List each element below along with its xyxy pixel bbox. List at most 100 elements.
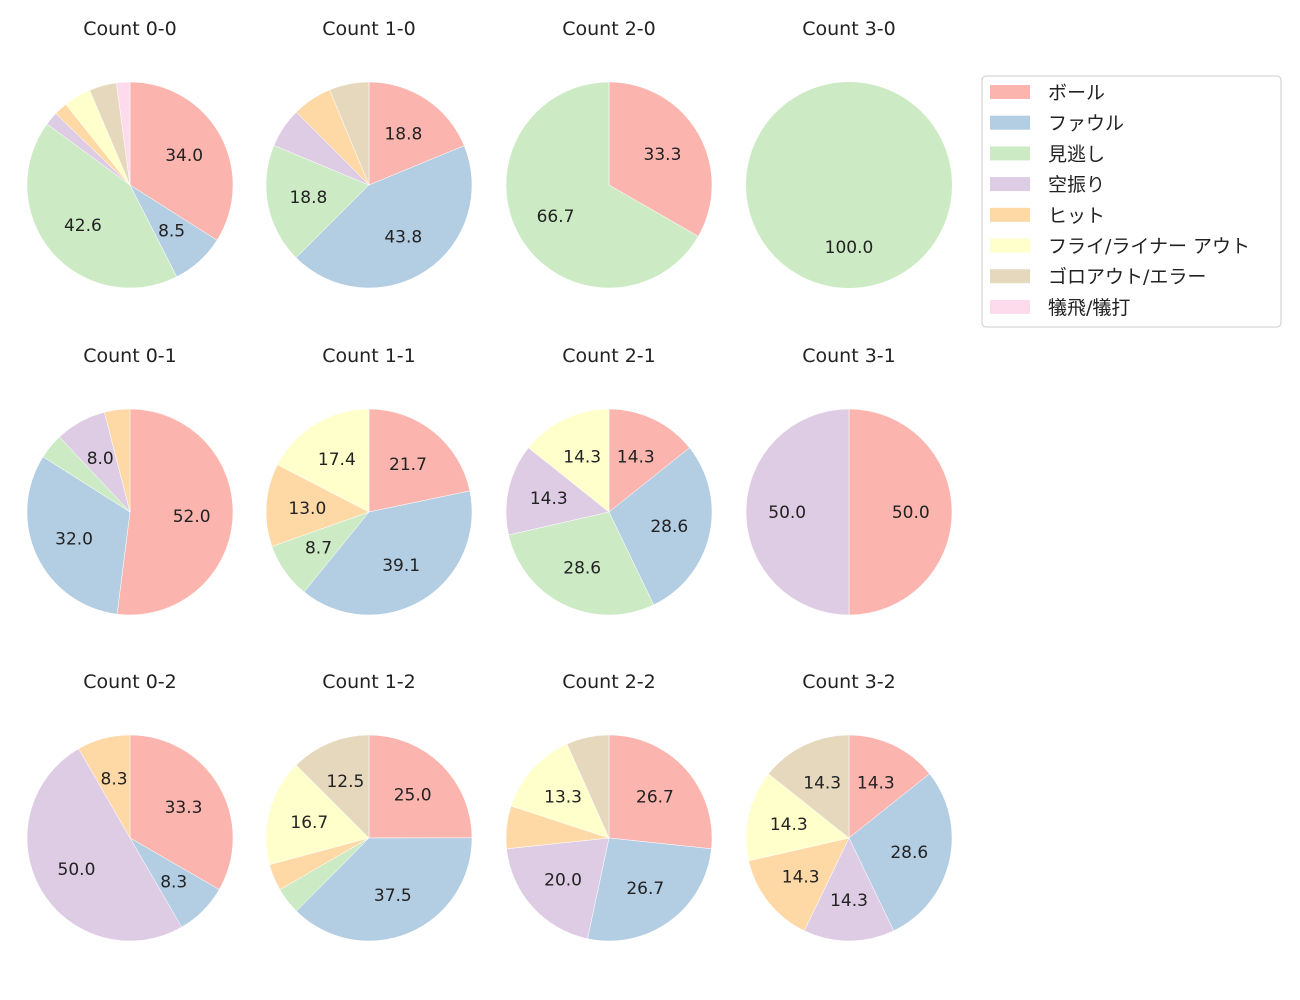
pie-slice [505, 447, 610, 536]
pie-chart: Count 0-0 34.0 8.5 42.6 [26, 18, 234, 289]
pie-slice [768, 734, 850, 839]
legend-frame [981, 75, 1282, 328]
legend-entry: フライ/ライナー アウト [1048, 236, 1250, 258]
pie-slice [368, 408, 471, 513]
slice-label: 52.0 [173, 507, 211, 527]
pie-slice [745, 773, 850, 862]
pie-slice [510, 743, 610, 839]
pie-slice [265, 145, 370, 259]
legend-entry: 見逃し [1048, 143, 1105, 165]
pie-chart: Count 1-0 18.8 43.8 18.8 [265, 18, 473, 289]
pie-slice [116, 81, 131, 186]
pie-slice [296, 837, 473, 942]
slice-label: 34.0 [165, 146, 203, 166]
slice-label: 13.0 [288, 499, 326, 519]
pie-slice [329, 81, 370, 186]
legend-entry: 犠飛/犠打 [1048, 297, 1130, 319]
slice-label: 14.3 [770, 815, 808, 835]
slice-label: 28.6 [650, 517, 688, 537]
legend-swatch [990, 207, 1030, 222]
pie-slice [746, 82, 952, 288]
slice-label: 14.3 [830, 891, 868, 911]
slice-label: 50.0 [892, 503, 930, 523]
slice-label: 14.3 [617, 447, 655, 467]
pie-slice [295, 145, 473, 289]
pie-title: Count 1-1 [322, 345, 416, 367]
pie-chart: Count 3-1 50.0 50.0 [745, 345, 953, 616]
pie-slice [368, 734, 473, 839]
slice-label: 50.0 [58, 860, 96, 880]
slice-label: 33.3 [644, 145, 682, 165]
slice-label: 8.5 [158, 222, 185, 242]
slice-label: 14.3 [803, 773, 841, 793]
pie-slice [608, 734, 713, 850]
slice-label: 39.1 [382, 556, 420, 576]
legend-swatch [990, 269, 1030, 284]
legend-swatch [990, 238, 1030, 253]
slice-label: 32.0 [55, 529, 93, 549]
pie-slice [26, 456, 131, 615]
pie-chart: Count 0-1 52.0 32.0 8.0 [26, 345, 234, 616]
pie-slice [265, 464, 370, 547]
pie-slice [528, 408, 610, 513]
pie-slice [368, 81, 465, 186]
pie-title: Count 0-1 [83, 345, 177, 367]
slice-label: 28.6 [890, 843, 928, 863]
slice-label: 14.3 [530, 489, 568, 509]
slice-label: 43.8 [384, 227, 422, 247]
pie-title: Count 3-2 [802, 671, 896, 693]
pie-slice [608, 81, 713, 237]
pie-slice [277, 408, 370, 513]
pie-slice [104, 408, 131, 513]
pie-slice [116, 408, 234, 616]
slice-label: 25.0 [394, 785, 432, 805]
pie-title: Count 2-2 [562, 671, 656, 693]
slice-label: 14.3 [782, 868, 820, 888]
slice-label: 26.7 [636, 788, 674, 808]
pie-slice [848, 734, 930, 839]
pie-slice [26, 123, 178, 289]
slice-label: 42.6 [64, 216, 102, 236]
pie-slice [508, 511, 655, 616]
legend-swatch [990, 85, 1030, 99]
pie-chart: Count 1-2 25.0 37.5 16.7 12.5 [265, 671, 473, 942]
pie-title: Count 1-2 [322, 671, 416, 693]
slice-label: 18.8 [289, 188, 327, 208]
pie-slice [78, 734, 131, 839]
pie-slice [587, 837, 712, 942]
pie-slice [608, 447, 713, 606]
pie-slice [803, 837, 895, 942]
pie-slice [303, 490, 473, 616]
pie-slice [608, 408, 690, 513]
slice-label: 17.4 [318, 450, 356, 470]
pie-slice [505, 81, 699, 289]
pie-slice [566, 734, 610, 839]
slice-label: 8.0 [87, 449, 114, 469]
slice-label: 33.3 [165, 798, 203, 818]
pie-title: Count 0-0 [83, 18, 177, 40]
slice-label: 100.0 [825, 238, 874, 258]
slice-label: 14.3 [563, 447, 601, 467]
pie-chart: Count 2-1 14.3 28.6 28.6 14.3 14.3 [505, 345, 713, 616]
pie-slice [129, 734, 234, 890]
pie-slice [848, 773, 953, 932]
slice-label: 16.7 [290, 813, 328, 833]
slice-label: 66.7 [537, 207, 575, 227]
legend-swatch [990, 115, 1030, 130]
pie-slice [129, 81, 234, 241]
slice-label: 50.0 [768, 503, 806, 523]
slice-label: 20.0 [544, 870, 582, 890]
legend-swatch [990, 146, 1030, 161]
pie-slice [506, 837, 610, 940]
pie-slice [265, 764, 370, 865]
slice-label: 18.8 [384, 125, 422, 145]
slice-label: 13.3 [544, 788, 582, 808]
pie-slice [295, 734, 370, 839]
pie-chart: Count 0-2 33.3 8.3 50.0 8.3 [26, 671, 234, 942]
pie-title: Count 1-0 [322, 18, 416, 40]
slice-label: 37.5 [374, 886, 412, 906]
pie-chart: Count 2-0 33.3 66.7 [505, 18, 713, 289]
legend-swatch [990, 177, 1030, 192]
